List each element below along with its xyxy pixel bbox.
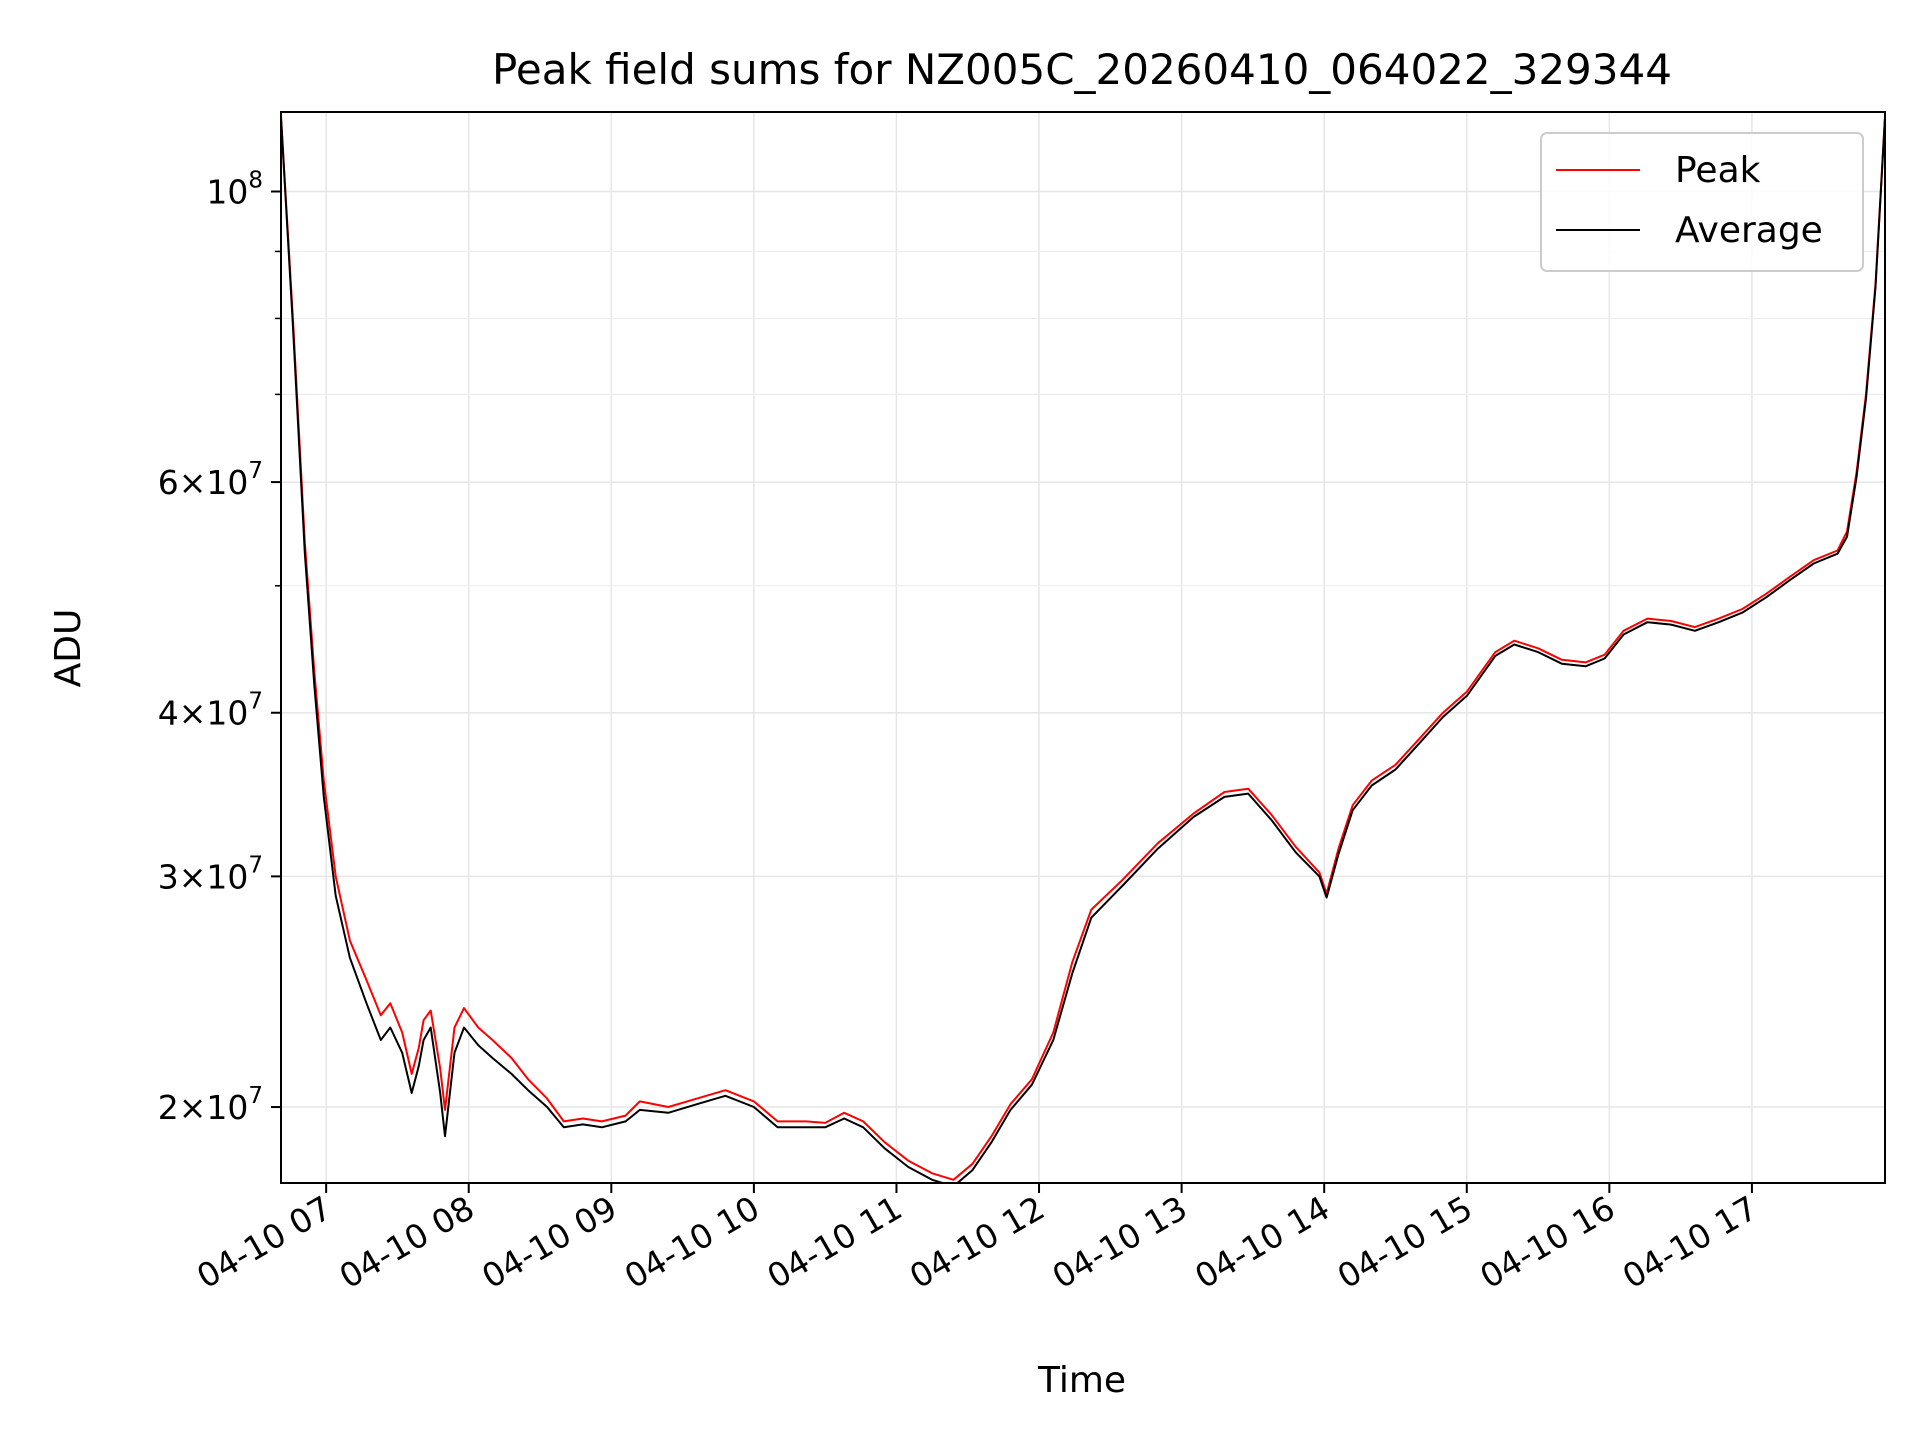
series-line-peak <box>281 116 1885 1181</box>
y-axis-label: ADU <box>48 609 89 688</box>
legend-label-average: Average <box>1675 210 1823 251</box>
legend-box <box>1540 132 1864 272</box>
y-tick-label: 6×107 <box>158 458 263 502</box>
legend-label-peak: Peak <box>1675 150 1761 191</box>
y-axis-ticks: 2×107 3×107 4×107 6×107 108 <box>158 168 281 1127</box>
y-tick-label: 2×107 <box>158 1083 263 1127</box>
plot-area <box>281 116 1885 1183</box>
chart-title: Peak field sums for NZ005C_20260410_0640… <box>492 45 1672 94</box>
y-tick-label: 3×107 <box>158 852 263 896</box>
series-layer <box>281 116 1885 1183</box>
legend: Peak Average <box>1540 132 1864 272</box>
series-line-average <box>281 116 1885 1183</box>
x-axis-label: Time <box>1037 1360 1126 1401</box>
plot-frame <box>280 111 1886 1184</box>
y-tick-label: 4×107 <box>158 689 263 733</box>
y-tick-label: 108 <box>206 168 263 212</box>
